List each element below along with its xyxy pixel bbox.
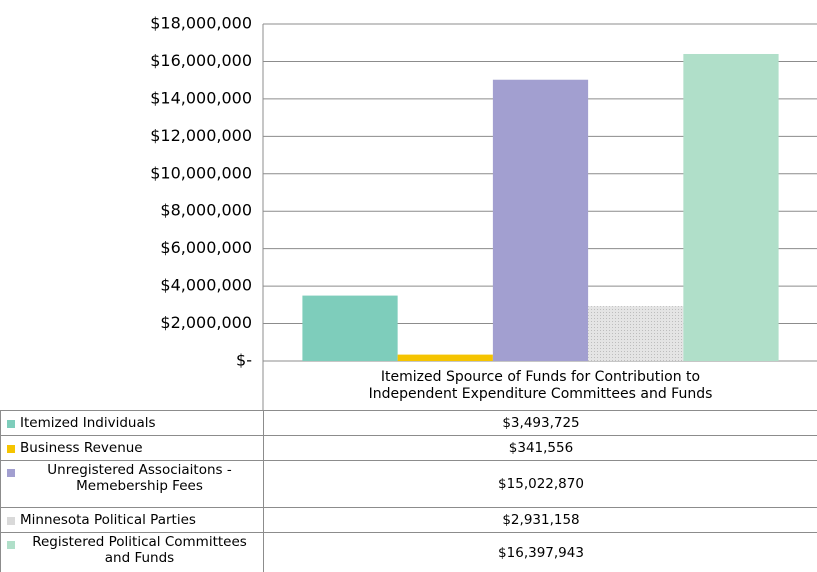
y-tick-label: $16,000,000	[150, 51, 252, 70]
table-cell: Unregistered Associaitons - Memebership …	[0, 460, 263, 507]
y-tick-label: $-	[236, 351, 252, 370]
y-tick-label: $6,000,000	[160, 238, 252, 257]
bar	[302, 295, 398, 361]
data-table-value: $3,493,725	[263, 410, 817, 435]
y-tick-label: $12,000,000	[150, 126, 252, 145]
table-cell: Itemized Individuals	[0, 410, 263, 435]
bar	[397, 354, 493, 361]
category-label: Itemized Spource of Funds for Contributi…	[368, 369, 713, 402]
legend-label: Minnesota Political Parties	[20, 512, 196, 528]
bar	[683, 53, 779, 361]
y-tick-label: $14,000,000	[150, 88, 252, 107]
table-cell: Registered Political Committees and Fund…	[0, 532, 263, 572]
y-tick-label: $8,000,000	[160, 201, 252, 220]
y-tick-label: $10,000,000	[150, 163, 252, 182]
legend-swatch	[7, 419, 15, 428]
data-table-value: $15,022,870	[263, 460, 817, 507]
bar	[588, 306, 684, 361]
legend-swatch	[7, 541, 15, 549]
legend-swatch	[7, 469, 15, 477]
legend-label: Unregistered Associaitons - Memebership …	[47, 462, 232, 494]
y-tick-label: $4,000,000	[160, 276, 252, 295]
data-table-value: $341,556	[263, 435, 817, 460]
y-tick-label: $2,000,000	[160, 313, 252, 332]
legend-swatch	[7, 516, 15, 525]
bar	[492, 79, 589, 361]
legend-label: Business Revenue	[20, 440, 143, 456]
legend-swatch	[7, 444, 15, 453]
table-cell: Business Revenue	[0, 435, 263, 460]
table-cell: Minnesota Political Parties	[0, 507, 263, 532]
data-table-value: $2,931,158	[263, 507, 817, 532]
data-table-value: $16,397,943	[263, 532, 817, 572]
y-tick-label: $18,000,000	[150, 14, 252, 33]
legend-label: Registered Political Committees and Fund…	[32, 534, 247, 566]
legend-label: Itemized Individuals	[20, 415, 156, 431]
